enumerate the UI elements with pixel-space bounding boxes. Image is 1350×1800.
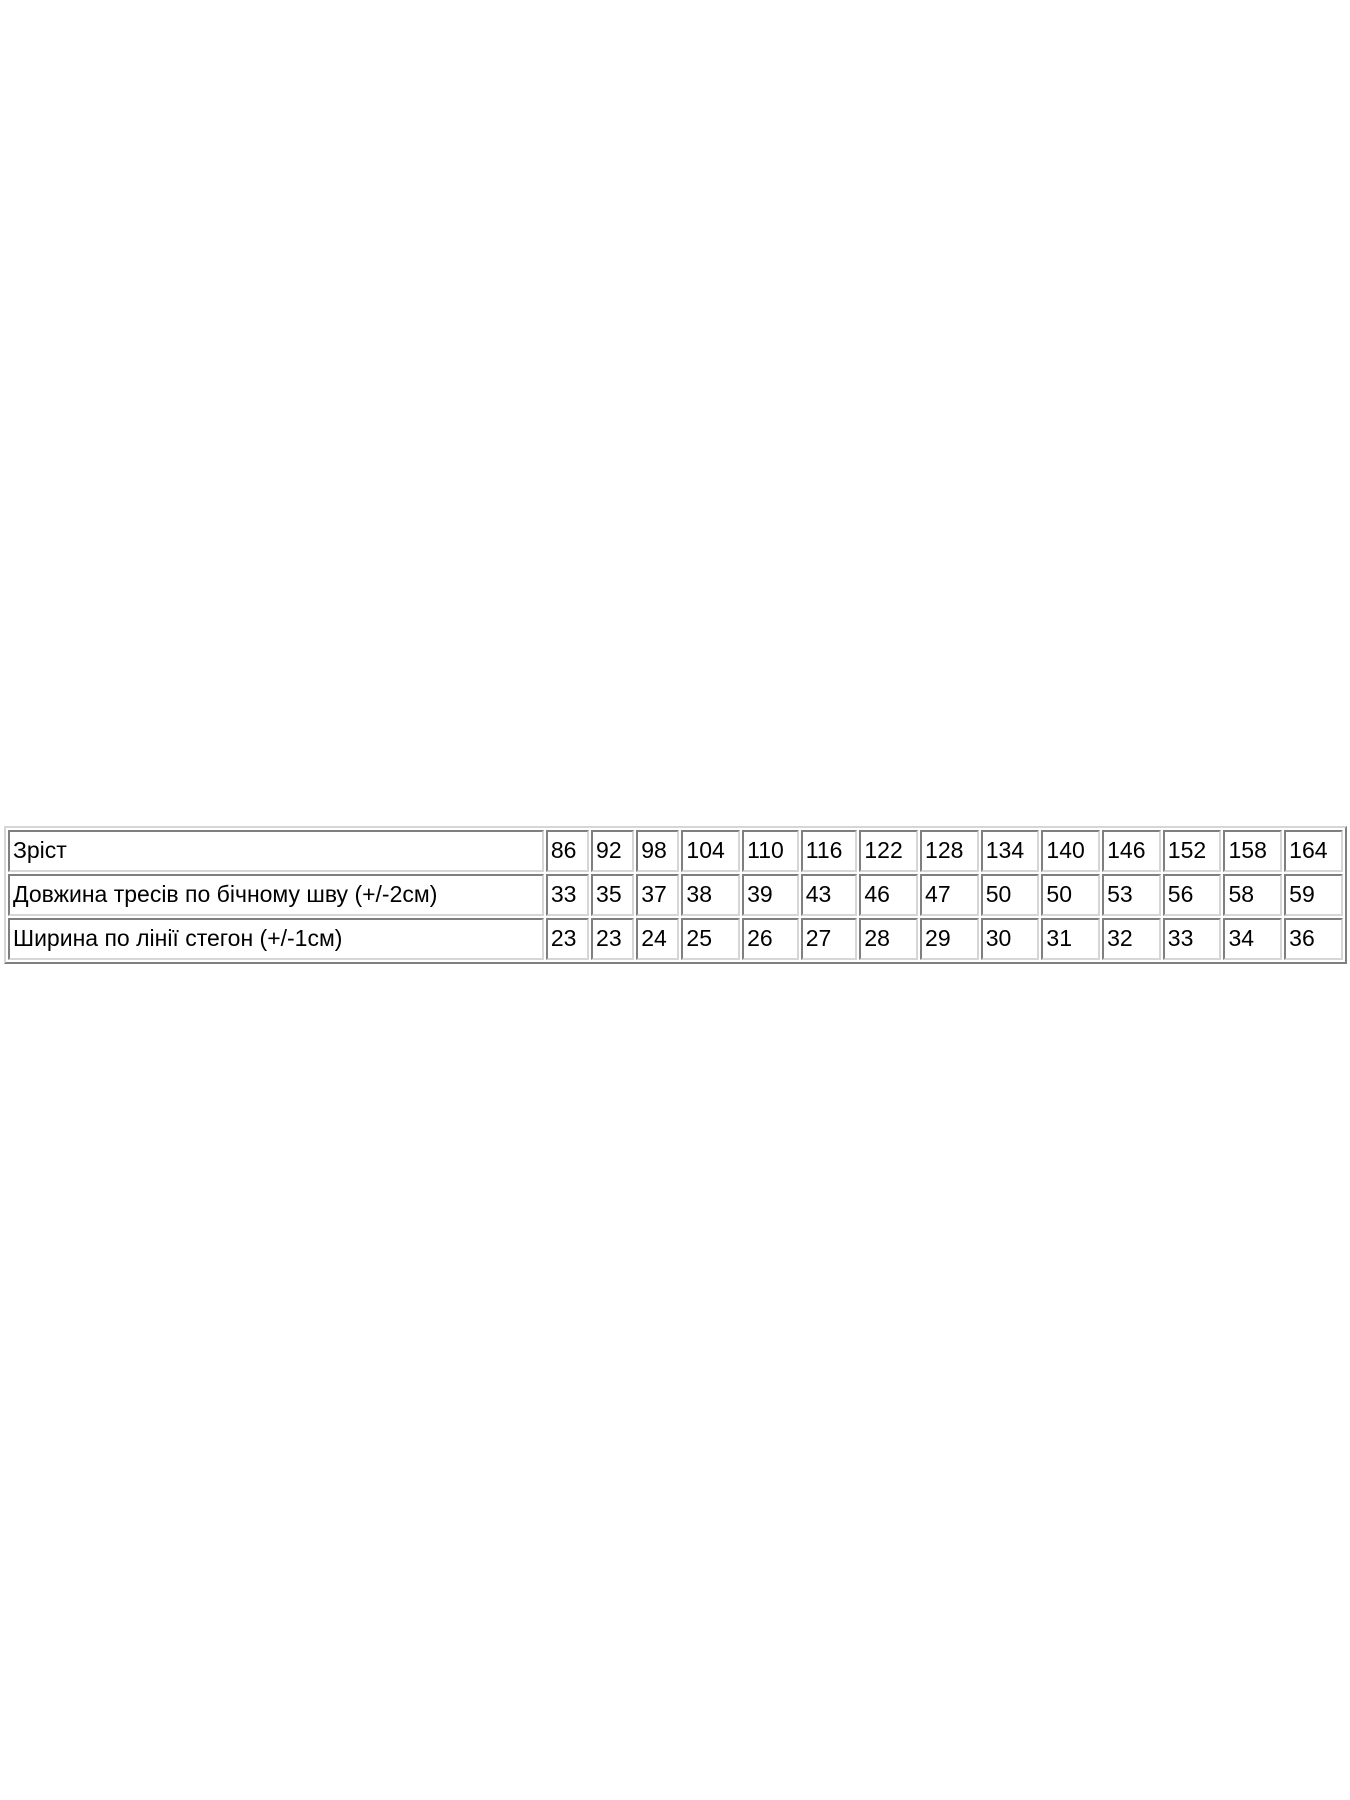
height-value-cell: 134 xyxy=(980,830,1040,872)
length-value-cell: 56 xyxy=(1162,874,1222,916)
height-value-cell: 116 xyxy=(800,830,858,872)
length-value-cell: 35 xyxy=(591,874,635,916)
length-value-cell: 58 xyxy=(1223,874,1283,916)
hip-width-value-cell: 25 xyxy=(681,918,741,960)
length-value-cell: 39 xyxy=(742,874,799,916)
height-value-cell: 152 xyxy=(1162,830,1222,872)
length-value-cell: 37 xyxy=(636,874,680,916)
hip-width-value-cell: 26 xyxy=(742,918,799,960)
row-label-side-seam-length: Довжина тресів по бічному шву (+/-2см) xyxy=(8,874,544,916)
length-value-cell: 38 xyxy=(681,874,741,916)
size-row-side-seam-length: Довжина тресів по бічному шву (+/-2см) 3… xyxy=(8,874,1343,916)
height-value-cell: 92 xyxy=(591,830,635,872)
height-value-cell: 98 xyxy=(636,830,680,872)
height-value-cell: 146 xyxy=(1102,830,1161,872)
length-value-cell: 46 xyxy=(859,874,919,916)
size-chart-table: Зріст 86 92 98 104 110 116 122 128 134 1… xyxy=(4,826,1347,964)
row-label-height: Зріст xyxy=(8,830,544,872)
height-value-cell: 158 xyxy=(1223,830,1283,872)
length-value-cell: 50 xyxy=(980,874,1040,916)
height-value-cell: 110 xyxy=(742,830,799,872)
length-value-cell: 59 xyxy=(1284,874,1343,916)
length-value-cell: 47 xyxy=(920,874,979,916)
hip-width-value-cell: 29 xyxy=(920,918,979,960)
length-value-cell: 50 xyxy=(1041,874,1101,916)
size-row-height: Зріст 86 92 98 104 110 116 122 128 134 1… xyxy=(8,830,1343,872)
height-value-cell: 140 xyxy=(1041,830,1101,872)
hip-width-value-cell: 33 xyxy=(1162,918,1222,960)
hip-width-value-cell: 24 xyxy=(636,918,680,960)
height-value-cell: 128 xyxy=(920,830,979,872)
hip-width-value-cell: 31 xyxy=(1041,918,1101,960)
hip-width-value-cell: 36 xyxy=(1284,918,1343,960)
height-value-cell: 86 xyxy=(545,830,590,872)
size-chart-container: Зріст 86 92 98 104 110 116 122 128 134 1… xyxy=(4,826,1347,964)
hip-width-value-cell: 23 xyxy=(591,918,635,960)
hip-width-value-cell: 30 xyxy=(980,918,1040,960)
height-value-cell: 104 xyxy=(681,830,741,872)
row-label-hip-width: Ширина по лінії стегон (+/-1см) xyxy=(8,918,544,960)
hip-width-value-cell: 23 xyxy=(545,918,590,960)
hip-width-value-cell: 34 xyxy=(1223,918,1283,960)
height-value-cell: 122 xyxy=(859,830,919,872)
length-value-cell: 43 xyxy=(800,874,858,916)
length-value-cell: 53 xyxy=(1102,874,1161,916)
length-value-cell: 33 xyxy=(545,874,590,916)
hip-width-value-cell: 27 xyxy=(800,918,858,960)
height-value-cell: 164 xyxy=(1284,830,1343,872)
size-row-hip-width: Ширина по лінії стегон (+/-1см) 23 23 24… xyxy=(8,918,1343,960)
hip-width-value-cell: 32 xyxy=(1102,918,1161,960)
hip-width-value-cell: 28 xyxy=(859,918,919,960)
